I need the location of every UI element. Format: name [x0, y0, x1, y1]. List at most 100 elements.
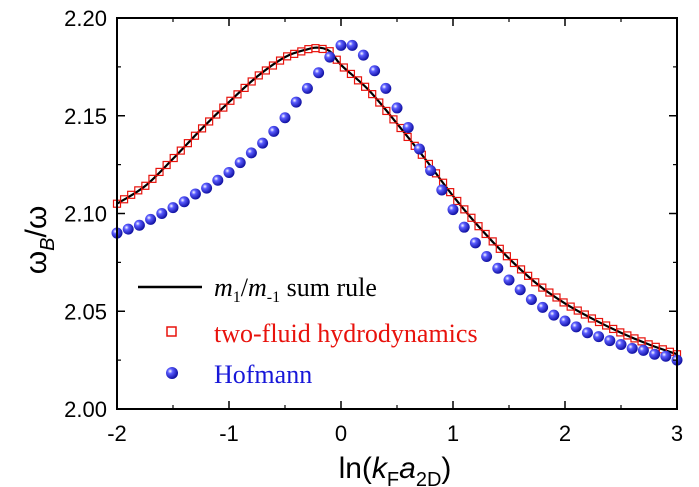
two-fluid-point [368, 90, 377, 99]
hofmann-point [257, 137, 269, 149]
legend: m1/m-1 sum rule two-fluid hydrodynamics … [138, 273, 478, 389]
legend-two-fluid-label: two-fluid hydrodynamics [214, 319, 478, 348]
two-fluid-point [183, 139, 192, 148]
two-fluid-point [141, 181, 150, 190]
hofmann-point [290, 96, 302, 108]
two-fluid-point [538, 283, 547, 292]
hofmann-point [615, 338, 627, 350]
hofmann-point [481, 251, 493, 263]
two-fluid-point [197, 124, 207, 133]
y-axis-title: ωB/ω [20, 206, 59, 275]
hofmann-point [425, 164, 437, 176]
x-axis-title-a: a [399, 452, 416, 485]
y-tick-label: 2.10 [64, 202, 107, 227]
legend-sum-rule-slash: / [241, 273, 249, 302]
legend-sum-rule-rest: sum rule [280, 273, 377, 302]
y-axis-title-main: ω [20, 251, 53, 274]
hofmann-point [133, 219, 145, 231]
y-tick-label: 2.15 [64, 104, 107, 129]
hofmann-point [492, 262, 504, 274]
legend-sum-rule-m2: m [248, 273, 267, 302]
two-fluid-point [162, 160, 171, 170]
two-fluid-point [339, 63, 348, 72]
y-axis-title-rest: /ω [20, 206, 53, 238]
two-fluid-point [134, 186, 143, 195]
hofmann-point [234, 157, 246, 169]
two-fluid-point [524, 271, 533, 280]
x-axis-title-suffix: ) [441, 452, 451, 485]
x-tick-label: 0 [335, 421, 347, 446]
hofmann-point [189, 188, 201, 200]
hofmann-point [514, 284, 526, 296]
two-fluid-point [488, 237, 497, 246]
x-axis-title-k-sub: F [387, 469, 399, 487]
hofmann-point [335, 39, 347, 51]
hofmann-point [122, 223, 134, 235]
two-fluid-point [481, 229, 490, 239]
x-tick-label: 1 [447, 421, 459, 446]
hofmann-point [201, 182, 213, 194]
two-fluid-point [453, 196, 462, 206]
hofmann-point [559, 315, 571, 327]
sum-rule-line [116, 46, 678, 356]
x-axis-title-prefix: ln( [339, 452, 372, 485]
hofmann-point [458, 221, 470, 233]
two-fluid-point [119, 195, 129, 204]
hofmann-point [380, 82, 392, 94]
two-fluid-point [545, 288, 554, 297]
hofmann-point [223, 166, 235, 178]
hofmann-point [593, 331, 605, 343]
hofmann-point [212, 174, 224, 186]
hofmann-point [324, 51, 336, 63]
hofmann-point [268, 125, 280, 137]
y-axis-title-sub: B [37, 237, 59, 250]
hofmann-point [301, 82, 313, 94]
two-fluid-point [495, 244, 504, 253]
plot-frame [116, 17, 678, 410]
legend-sum-rule-m2-sub: -1 [267, 289, 280, 306]
hofmann-point [346, 39, 358, 51]
series-layer [111, 39, 683, 366]
hofmann-point [604, 335, 616, 347]
legend-sum-rule-label: m1/m-1 sum rule [214, 273, 377, 306]
two-fluid-point [346, 69, 356, 79]
two-fluid-point [516, 265, 526, 274]
legend-sum-rule-m1: m [214, 273, 233, 302]
two-fluid-point [219, 103, 228, 112]
hofmann-point [469, 237, 481, 249]
hofmann-point [447, 204, 459, 216]
hofmann-point [581, 327, 593, 339]
two-fluid-point [212, 110, 221, 119]
two-fluid-point [467, 213, 476, 222]
x-axis-title-a-sub: 2D [416, 469, 442, 487]
two-fluid-point [155, 167, 164, 177]
two-fluid-point [509, 258, 519, 268]
x-tick-label: -2 [107, 421, 127, 446]
two-fluid-point [226, 96, 235, 105]
hofmann-point [548, 309, 560, 321]
hofmann-point [178, 196, 190, 208]
two-fluid-point [460, 205, 469, 214]
two-fluid-point [240, 83, 249, 93]
hofmann-point [436, 184, 448, 196]
ticks-layer: -2 -1 0 1 2 3 2.00 2.05 2.10 2.15 2.20 [64, 6, 683, 446]
legend-hofmann-marker [166, 367, 178, 379]
two-fluid-point [353, 76, 363, 85]
two-fluid-point [190, 131, 200, 140]
hofmann-point [525, 294, 537, 306]
two-fluid-point [361, 82, 370, 91]
x-tick-label: 3 [671, 421, 683, 446]
hofmann-point [167, 202, 179, 214]
hofmann-point [145, 213, 157, 225]
two-fluid-point [127, 190, 136, 199]
two-fluid-point [205, 117, 214, 126]
two-fluid-point [275, 56, 285, 65]
hofmann-point [313, 67, 325, 79]
legend-hofmann-label: Hofmann [214, 360, 312, 389]
x-tick-label: 2 [559, 421, 571, 446]
x-axis-title: ln(kFa2D) [339, 452, 452, 487]
hofmann-point [413, 143, 425, 155]
two-fluid-point [389, 115, 398, 124]
hofmann-point [660, 350, 672, 362]
